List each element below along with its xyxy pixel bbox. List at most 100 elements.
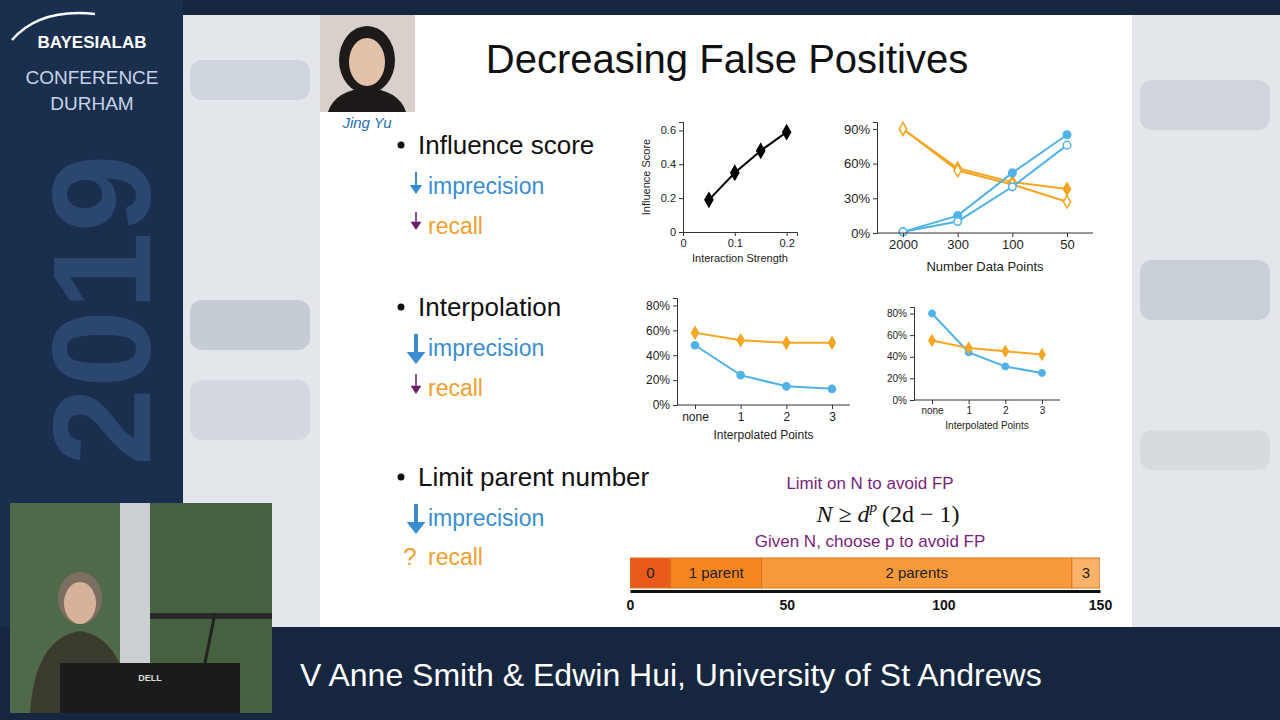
tick-label: 40%	[646, 349, 670, 363]
tick-label: 1	[966, 405, 972, 416]
tick-label: 0%	[653, 398, 671, 412]
year: 2019	[23, 154, 180, 465]
effect-prefix: ?	[403, 543, 416, 570]
marker	[1002, 363, 1008, 369]
tick: 1	[966, 400, 972, 416]
speaker-hair	[58, 572, 102, 624]
tick: 60%	[887, 330, 914, 341]
axis-line	[873, 123, 878, 234]
photo-body	[328, 88, 406, 112]
tick: 3	[829, 405, 836, 424]
blur-shape	[1140, 430, 1270, 470]
tick-label: 60%	[646, 324, 670, 338]
tick-label: 0	[627, 597, 635, 613]
tick-mark	[735, 232, 736, 236]
axis-line	[910, 308, 915, 401]
tick-mark	[910, 400, 914, 401]
tick: 100	[932, 591, 956, 613]
bar	[671, 558, 762, 588]
tick-mark	[873, 129, 877, 130]
bullet: Influence score	[418, 130, 594, 160]
bullet: Limit parent number	[418, 462, 650, 492]
marker	[954, 164, 961, 176]
bar	[1072, 558, 1100, 588]
axis-title: Interaction Strength	[692, 252, 788, 264]
tick: 50	[1060, 233, 1074, 252]
blur-shape	[190, 300, 310, 350]
tick-label: 300	[947, 237, 969, 252]
marker	[1063, 141, 1071, 149]
tick-mark	[910, 357, 914, 358]
tick-label: 60%	[887, 330, 907, 341]
tick-label: 80%	[887, 308, 907, 319]
marker	[783, 337, 790, 349]
tick-label: 2000	[889, 237, 918, 252]
tick: 40%	[887, 351, 914, 362]
chart: 0%20%40%60%80%none123Interpolated Points	[646, 299, 850, 443]
plot-area	[691, 327, 835, 392]
tick: 2	[1003, 400, 1009, 416]
arrow-head	[407, 522, 426, 534]
marker	[954, 218, 962, 226]
marker	[731, 166, 739, 180]
marker	[899, 123, 906, 135]
tick-mark	[741, 405, 742, 409]
axis-title: Influence Score	[640, 139, 652, 215]
tick-label: 0.2	[779, 237, 794, 249]
slide	[320, 15, 1132, 627]
marker	[1009, 183, 1017, 191]
marker	[929, 310, 935, 316]
tick-mark	[910, 335, 914, 336]
arrow-head	[411, 222, 422, 230]
tick: 2	[783, 405, 790, 424]
series-line	[932, 313, 1042, 372]
tick-mark	[969, 400, 970, 404]
marker	[1039, 370, 1045, 376]
plot-area	[705, 125, 791, 206]
tick-label: 90%	[844, 122, 870, 137]
effect: imprecision	[428, 335, 544, 361]
axis: none123	[677, 405, 850, 424]
plot-area	[899, 123, 1071, 236]
tick-mark	[673, 330, 677, 331]
marker	[828, 385, 835, 392]
tick: 80%	[646, 299, 677, 313]
tick-mark	[1042, 400, 1043, 404]
tick: 0	[627, 591, 635, 613]
marker	[691, 342, 698, 349]
series-line	[903, 129, 1067, 189]
formula: N ≥ dp(2d − 1)	[815, 499, 959, 527]
tick: 150	[1089, 591, 1113, 613]
formula-part: (2d − 1)	[882, 501, 960, 527]
series-line	[903, 135, 1067, 232]
bar	[762, 558, 1072, 588]
tick-label: 60%	[844, 156, 870, 171]
tick-label: none	[682, 410, 709, 424]
tick-label: 0%	[851, 226, 870, 241]
arrow-shaft	[414, 504, 418, 523]
tick-label: 2	[1003, 405, 1009, 416]
effect: imprecision	[428, 173, 544, 199]
tick-label: 0	[680, 237, 686, 249]
tick-mark	[873, 233, 877, 234]
tick-label: 0	[670, 226, 676, 238]
tick: 100	[1002, 233, 1024, 252]
tick-mark	[932, 400, 933, 404]
tick-mark	[673, 305, 677, 306]
note: Given N, choose p to avoid FP	[755, 532, 986, 551]
arrow-head	[407, 352, 426, 364]
effect: imprecision	[428, 505, 544, 531]
segment-label: 1 parent	[689, 564, 745, 581]
tick-label: 0.4	[661, 158, 676, 170]
tick: none	[921, 400, 944, 416]
series-line	[903, 145, 1067, 232]
monitor-brand: DELL	[138, 673, 162, 683]
effect: recall	[428, 375, 483, 401]
marker	[737, 372, 744, 379]
blur-shape	[1140, 260, 1270, 320]
tick: none	[682, 405, 709, 424]
tick-mark	[786, 405, 787, 409]
arrow-shaft	[415, 212, 417, 223]
effect: recall	[428, 544, 483, 570]
monitor	[60, 663, 240, 713]
